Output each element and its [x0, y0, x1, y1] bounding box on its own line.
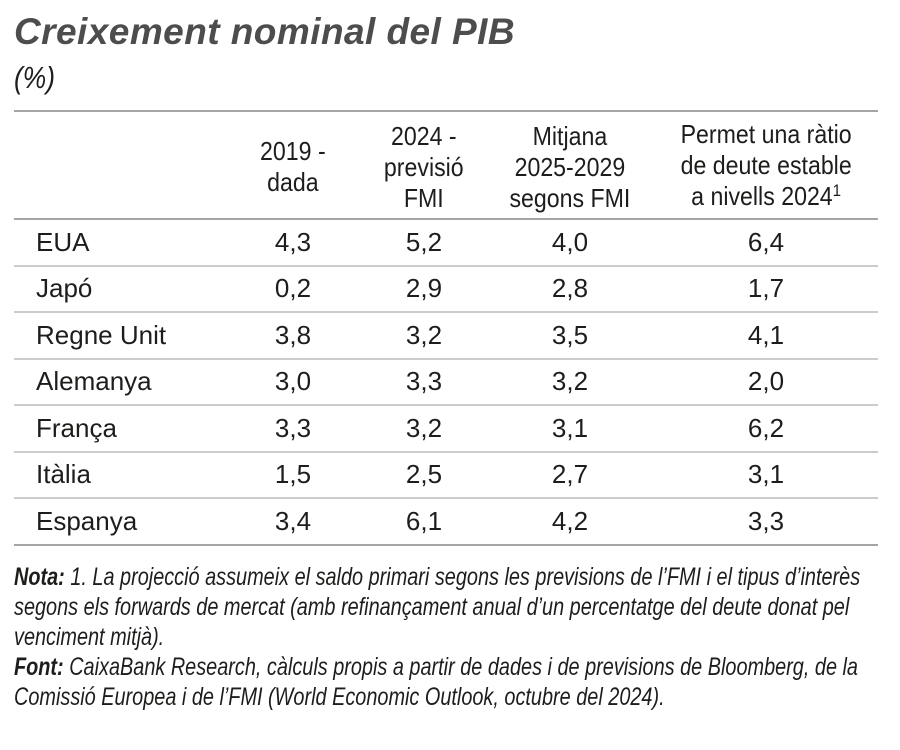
note-text: Nota: 1. La projecció assumeix el saldo …: [14, 562, 873, 592]
cell-value: 1,5: [274, 459, 312, 490]
header-row: 2019 - dada 2024 - previsió FMI Mitjana …: [14, 111, 878, 219]
cell-value: 4,0: [551, 226, 589, 257]
column-header-mitjana: Mitjana 2025-2029 segons FMI: [486, 111, 654, 219]
source-prefix: Font:: [14, 653, 64, 681]
cell-value: 6,1: [405, 505, 443, 536]
row-label: Japó: [36, 273, 93, 304]
source-line-2: Comissió Europea i de l’FMI (World Econo…: [14, 683, 665, 711]
footnote-marker: 1: [832, 181, 841, 200]
cell-value: 3,2: [405, 319, 443, 350]
column-header-2019: 2019 - dada: [224, 111, 362, 219]
column-header-2019-text: 2019 - dada: [260, 136, 326, 197]
source-line-1: CaixaBank Research, càlculs propis a par…: [69, 653, 858, 681]
table-row: EUA 4,3 5,2 4,0 6,4: [14, 219, 878, 266]
column-header-ratio: Permet una ràtio de deute estable a nive…: [654, 111, 878, 219]
note-line-2: segons els forwards de mercat (amb refin…: [14, 593, 850, 621]
row-label: Alemanya: [36, 366, 152, 397]
column-header-mitjana-text: Mitjana 2025-2029 segons FMI: [509, 120, 631, 213]
figure-title: Creixement nominal del PIB: [14, 11, 516, 52]
cell-value: 3,1: [551, 412, 589, 443]
cell-value: 3,0: [274, 366, 312, 397]
cell-value: 1,7: [747, 273, 785, 304]
column-header-ratio-wrap: Permet una ràtio de deute estable a nive…: [680, 119, 851, 215]
table-row: França 3,3 3,2 3,1 6,2: [14, 405, 878, 452]
cell-value: 2,5: [405, 459, 443, 490]
corner-cell: [14, 111, 224, 219]
row-label: Espanya: [36, 505, 138, 536]
cell-value: 2,7: [551, 459, 589, 490]
row-label: Regne Unit: [36, 319, 167, 350]
cell-value: 2,0: [747, 366, 785, 397]
table-row: Itàlia 1,5 2,5 2,7 3,1: [14, 452, 878, 498]
gdp-growth-table: 2019 - dada 2024 - previsió FMI Mitjana …: [14, 110, 878, 546]
source-text: Font: CaixaBank Research, càlculs propis…: [14, 652, 873, 682]
table-row: Espanya 3,4 6,1 4,2 3,3: [14, 498, 878, 545]
column-header-2024-text: 2024 - previsió FMI: [384, 120, 464, 213]
cell-value: 3,3: [747, 505, 785, 536]
note-line-1: 1. La projecció assumeix el saldo primar…: [70, 563, 861, 591]
cell-value: 6,2: [747, 412, 785, 443]
cell-value: 6,4: [747, 226, 785, 257]
figure-notes: Nota: 1. La projecció assumeix el saldo …: [14, 562, 873, 712]
note-prefix: Nota:: [14, 563, 65, 591]
cell-value: 4,2: [551, 505, 589, 536]
cell-value: 4,3: [274, 226, 312, 257]
table-row: Regne Unit 3,8 3,2 3,5 4,1: [14, 312, 878, 359]
column-header-2024: 2024 - previsió FMI: [362, 111, 486, 219]
cell-value: 3,2: [405, 412, 443, 443]
cell-value: 2,9: [405, 273, 443, 304]
row-label: Itàlia: [36, 459, 91, 490]
cell-value: 2,8: [551, 273, 589, 304]
cell-value: 4,1: [747, 319, 785, 350]
row-label: EUA: [36, 226, 90, 257]
cell-value: 3,3: [274, 412, 312, 443]
cell-value: 0,2: [274, 273, 312, 304]
figure-subtitle: (%): [14, 60, 55, 95]
table-row: Japó 0,2 2,9 2,8 1,7: [14, 266, 878, 312]
cell-value: 3,1: [747, 459, 785, 490]
table-row: Alemanya 3,0 3,3 3,2 2,0: [14, 359, 878, 405]
cell-value: 3,3: [405, 366, 443, 397]
cell-value: 3,5: [551, 319, 589, 350]
cell-value: 3,2: [551, 366, 589, 397]
cell-value: 5,2: [405, 226, 443, 257]
note-line-3: venciment mitjà).: [14, 623, 165, 651]
cell-value: 3,4: [274, 505, 312, 536]
cell-value: 3,8: [274, 319, 312, 350]
row-label: França: [36, 412, 117, 443]
column-header-ratio-text: Permet una ràtio de deute estable a nive…: [680, 119, 852, 211]
